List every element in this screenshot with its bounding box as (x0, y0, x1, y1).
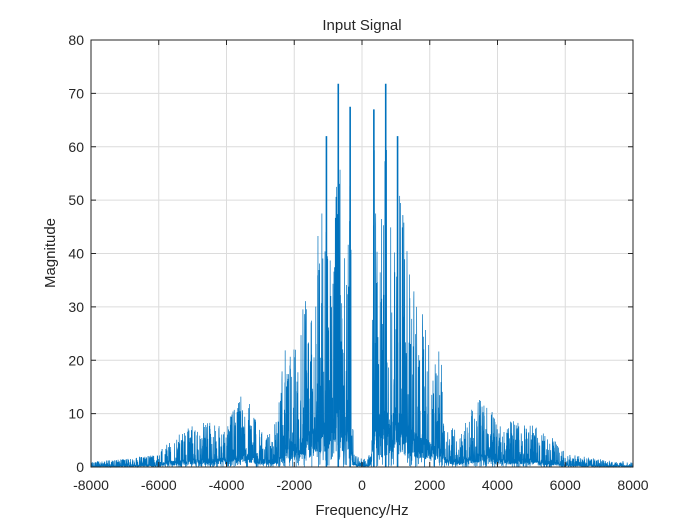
x-tick-label: 8000 (617, 477, 648, 493)
x-axis-label: Frequency/Hz (315, 502, 408, 519)
y-tick-labels: 0 10 20 30 40 50 60 70 80 (68, 32, 84, 475)
x-tick-label: 2000 (414, 477, 445, 493)
y-tick-label: 30 (68, 299, 84, 315)
y-tick-label: 80 (68, 32, 84, 48)
y-tick-label: 0 (76, 459, 84, 475)
x-tick-label: -6000 (141, 477, 177, 493)
ticks (90, 39, 634, 468)
y-tick-label: 70 (68, 85, 84, 101)
chart-title: Input Signal (322, 17, 401, 34)
grid (90, 39, 634, 468)
x-tick-label: 6000 (550, 477, 581, 493)
y-tick-label: 40 (68, 246, 84, 262)
x-tick-label: 4000 (482, 477, 513, 493)
y-tick-label: 10 (68, 406, 84, 422)
y-tick-label: 50 (68, 192, 84, 208)
x-tick-label: -2000 (276, 477, 312, 493)
x-tick-label: -8000 (73, 477, 109, 493)
x-tick-label: -4000 (209, 477, 245, 493)
x-tick-label: 0 (358, 477, 366, 493)
y-tick-label: 20 (68, 352, 84, 368)
y-axis-label: Magnitude (42, 218, 59, 288)
x-tick-labels: -8000 -6000 -4000 -2000 0 2000 4000 6000… (73, 477, 649, 493)
y-tick-label: 60 (68, 139, 84, 155)
